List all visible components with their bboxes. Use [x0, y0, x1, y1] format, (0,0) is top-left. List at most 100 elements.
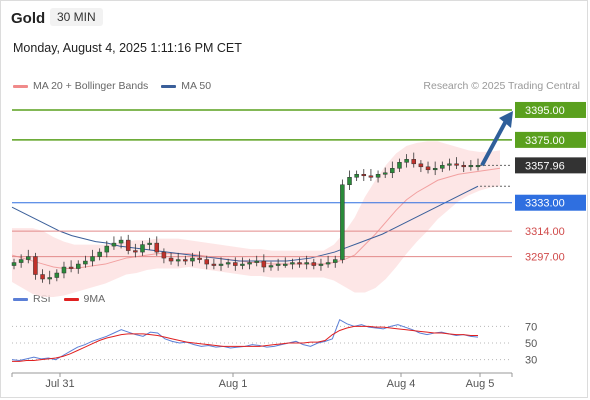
- legend-item-9ma: 9MA: [63, 293, 106, 305]
- candle-body: [218, 263, 224, 266]
- target-level-tag: [515, 101, 586, 118]
- current-price-label: 3357.96: [525, 160, 565, 172]
- time-axis-label: Aug 5: [466, 378, 495, 390]
- candle-body: [90, 256, 95, 262]
- candle-body: [233, 262, 238, 266]
- candle-body: [61, 266, 67, 274]
- candle-body: [197, 257, 202, 260]
- candle-body: [475, 165, 481, 168]
- rsi-tick-label: 70: [525, 321, 537, 333]
- candle-body: [190, 257, 195, 262]
- candle-body: [304, 262, 309, 265]
- candle-body: [261, 260, 267, 268]
- candle-body: [211, 263, 217, 266]
- candle-body: [33, 256, 38, 275]
- legend-swatch-ma20: [13, 84, 28, 88]
- support-level-label: 3297.00: [525, 252, 565, 264]
- current-price-tag: [515, 157, 586, 174]
- legend-swatch-rsi: [13, 297, 28, 301]
- candle-body: [118, 239, 124, 244]
- candle-body: [247, 262, 252, 265]
- time-axis-label: Aug 4: [387, 378, 416, 390]
- candle-body: [468, 165, 474, 168]
- candle-body: [154, 242, 160, 253]
- pivot-level-tag: [515, 194, 586, 211]
- candle-body: [147, 242, 152, 245]
- candle-body: [97, 251, 102, 257]
- rsi-9ma-line: [12, 325, 478, 362]
- candle-body: [447, 163, 452, 166]
- candle-body: [347, 177, 352, 186]
- candle-body: [397, 162, 402, 169]
- candle-body: [254, 260, 259, 263]
- candle-body: [290, 262, 295, 265]
- target-level-label: 3375.00: [525, 135, 565, 147]
- candle-body: [461, 165, 466, 168]
- candle-body: [204, 259, 209, 265]
- time-axis-label: Aug 1: [219, 378, 248, 390]
- candle-body: [297, 262, 302, 265]
- candle-body: [318, 263, 324, 266]
- ma50-line: [11, 185, 479, 262]
- candle-body: [332, 259, 338, 263]
- target-level-label: 3395.00: [525, 105, 565, 117]
- candle-body: [26, 256, 31, 260]
- candle-body: [390, 168, 395, 174]
- candle-body: [275, 263, 281, 266]
- candle-body: [418, 163, 424, 168]
- candle-body: [411, 159, 417, 165]
- candle-body: [104, 245, 110, 253]
- candle-body: [75, 263, 81, 269]
- time-axis-label: Jul 31: [45, 378, 74, 390]
- candle-body: [125, 239, 131, 251]
- main-legend: MA 20 + Bollinger Bands MA 50: [13, 80, 224, 92]
- candle-body: [454, 163, 459, 166]
- candle-body: [133, 250, 138, 253]
- candle-body: [382, 172, 388, 175]
- projection-arrow-head: [499, 110, 513, 128]
- rsi-tick-label: 50: [525, 338, 537, 350]
- candle-body: [183, 259, 188, 262]
- legend-label-ma20: MA 20 + Bollinger Bands: [33, 80, 149, 92]
- candle-body: [68, 266, 74, 269]
- candle-body: [240, 263, 245, 266]
- datetime-label: Monday, August 4, 2025 1:11:16 PM CET: [13, 41, 242, 55]
- candle-body: [161, 251, 167, 259]
- candle-body: [111, 242, 117, 247]
- candle-body: [404, 159, 409, 163]
- candle-body: [311, 262, 317, 266]
- candle-body: [283, 263, 288, 266]
- candle-body: [432, 168, 438, 171]
- candle-body: [40, 274, 45, 280]
- candle-body: [425, 166, 431, 171]
- legend-label-9ma: 9MA: [83, 293, 106, 305]
- instrument-title: Gold: [11, 10, 46, 27]
- candle-body: [361, 174, 367, 177]
- candle-body: [140, 244, 145, 253]
- candle-body: [268, 265, 274, 268]
- target-level-tag: [515, 131, 586, 148]
- candle-body: [83, 260, 88, 265]
- rsi-line: [11, 318, 479, 362]
- legend-swatch-ma50: [161, 84, 177, 88]
- legend-item-ma20: MA 20 + Bollinger Bands: [13, 80, 148, 92]
- legend-label-ma50: MA 50: [181, 80, 212, 92]
- candle-body: [340, 184, 345, 260]
- projection-arrow-shaft: [480, 119, 508, 167]
- timeframe-badge[interactable]: 30 MIN: [50, 8, 103, 26]
- bollinger-band: [12, 141, 500, 297]
- credit-label: Research © 2025 Trading Central: [423, 80, 580, 92]
- candle-body: [11, 262, 17, 266]
- candle-body: [375, 174, 381, 178]
- candle-body: [168, 257, 174, 262]
- candle-body: [54, 272, 60, 278]
- candle-body: [47, 277, 52, 280]
- candle-body: [354, 174, 359, 178]
- candle-body: [175, 259, 181, 262]
- candle-body: [225, 262, 231, 265]
- candle-body: [368, 175, 374, 178]
- candle-body: [325, 262, 331, 265]
- legend-swatch-9ma: [63, 297, 79, 301]
